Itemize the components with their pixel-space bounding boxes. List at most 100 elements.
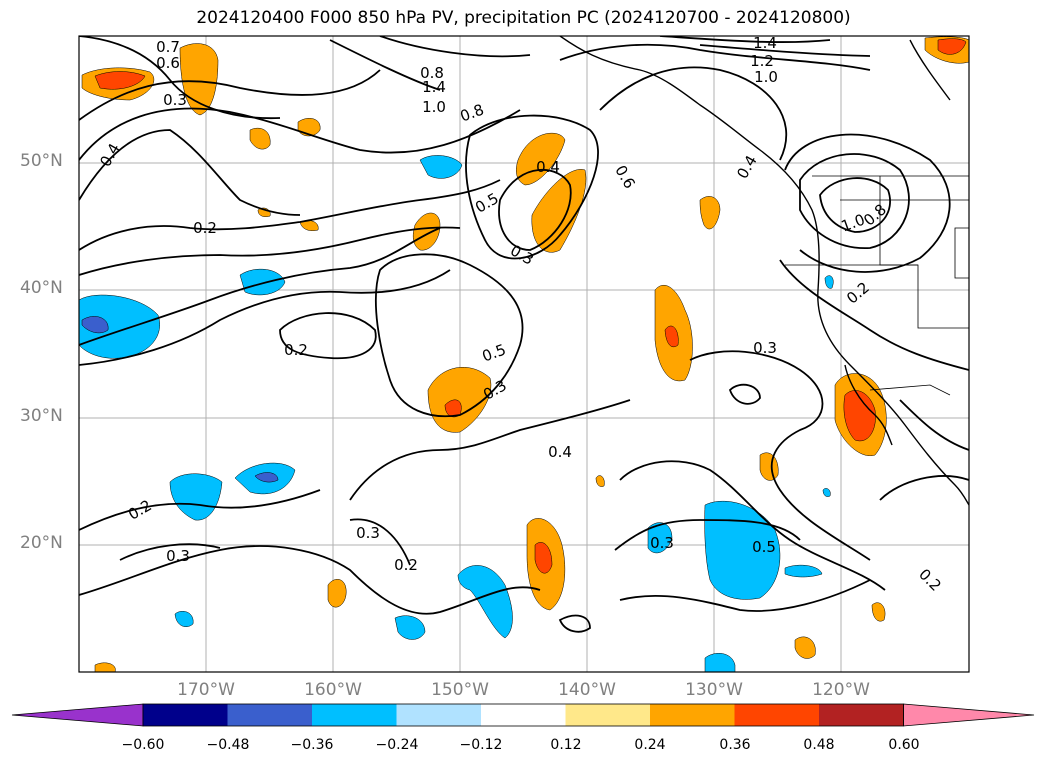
precip-negative-blob: [784, 564, 823, 578]
pv-contour: [79, 227, 441, 346]
colorbar-frame: [142, 703, 904, 727]
precip-negative-blob: [704, 501, 781, 600]
lon-label-160w: 160°W: [304, 680, 362, 700]
colorbar-segment: [650, 704, 735, 726]
colorbar: [11, 703, 1035, 727]
pv-contour: [559, 43, 871, 71]
contour-label: 1.4: [422, 78, 446, 96]
pv-contour: [79, 36, 281, 120]
pv-contour: [619, 460, 886, 591]
colorbar-extend-min: [11, 703, 144, 727]
precip-negative-blob: [824, 275, 834, 289]
map-title: 2024120400 F000 850 hPa PV, precipitatio…: [196, 8, 851, 28]
contour-label: 0.3: [650, 534, 674, 552]
lon-label-120w: 120°W: [812, 680, 870, 700]
pv-contour: [689, 350, 871, 561]
pv-contour: [374, 253, 524, 418]
precip-positive-blob: [327, 579, 347, 608]
pv-contour: [879, 475, 969, 501]
colorbar-segment: [312, 704, 397, 726]
contour-label: 1.4: [753, 34, 777, 52]
pv-contour: [79, 179, 501, 251]
precip-positive-blob: [595, 475, 605, 487]
contour-label: 0.2: [394, 556, 418, 574]
colorbar-segment: [143, 704, 228, 726]
pv-contour: [784, 133, 951, 273]
pv-contour: [79, 69, 381, 121]
precip-negative-blob: [457, 565, 513, 639]
contour-label: 0.5: [752, 538, 776, 556]
pv-contours: [79, 36, 969, 633]
pv-contour: [349, 518, 411, 566]
pv-contour: [614, 519, 801, 551]
lat-label-50n: 50°N: [20, 151, 63, 171]
contour-label: 1.0: [422, 98, 446, 116]
precip-positive-blob: [94, 662, 116, 672]
contour-label: 0.2: [193, 219, 217, 237]
precip-positive-blob: [412, 212, 441, 251]
colorbar-tick: −0.60: [121, 737, 165, 753]
gridlines: [79, 36, 969, 672]
colorbar-extend-max: [903, 703, 1035, 727]
colorbar-tick: −0.12: [459, 737, 503, 753]
contour-label: 1.0: [754, 68, 778, 86]
lat-label-20n: 20°N: [20, 533, 63, 553]
colorbar-tick: −0.48: [206, 737, 250, 753]
precip-positive-blob: [699, 196, 721, 230]
precip-negative-blob: [419, 155, 463, 179]
precip-positive-blob: [297, 118, 321, 137]
pv-contour: [498, 168, 572, 251]
colorbar-tick: 0.48: [803, 737, 835, 753]
contour-label: 0.4: [536, 158, 560, 176]
pv-contour: [79, 545, 541, 615]
pv-contour: [349, 399, 631, 501]
precip-positive-blob: [249, 127, 271, 150]
colorbar-segment: [734, 704, 820, 726]
contour-label: 0.3: [166, 547, 190, 565]
colorbar-tick: −0.24: [375, 737, 419, 753]
contour-label: 0.3: [163, 91, 187, 109]
precip-positive-blob: [759, 452, 779, 481]
precip-negative-blob: [239, 268, 286, 296]
precip-positive-blob: [794, 636, 816, 659]
precip-positive-blob: [843, 390, 876, 442]
colorbar-segment: [565, 704, 651, 726]
precip-positive-blob: [937, 38, 967, 55]
pv-contour: [119, 543, 221, 561]
contour-label: 0.2: [284, 341, 308, 359]
precip-negative-blob: [704, 653, 736, 672]
contour-label: 0.4: [548, 443, 572, 461]
pv-contour: [465, 114, 599, 260]
precip-positive-blob: [94, 71, 146, 90]
contour-label: 0.7: [156, 38, 180, 56]
lon-label-140w: 140°W: [558, 680, 616, 700]
pv-contour: [899, 399, 969, 451]
precip-negative-blob: [81, 316, 109, 334]
precip-negative-blob: [822, 488, 831, 497]
pv-contour: [659, 36, 831, 43]
pv-contour: [79, 489, 321, 531]
lon-label-130w: 130°W: [685, 680, 743, 700]
plot-area: [79, 36, 969, 672]
lon-label-170w: 170°W: [177, 680, 235, 700]
lat-label-30n: 30°N: [20, 406, 63, 426]
precip-negative-blob: [254, 472, 279, 483]
colorbar-tick: −0.36: [290, 737, 334, 753]
pv-contour: [558, 614, 591, 633]
pv-contour: [79, 129, 301, 216]
contour-label: 0.8: [420, 64, 444, 82]
colorbar-tick: 0.12: [550, 737, 582, 753]
lat-label-40n: 40°N: [20, 278, 63, 298]
plot-frame: [78, 35, 970, 673]
pv-contour: [779, 259, 969, 371]
lon-label-150w: 150°W: [431, 680, 489, 700]
colorbar-tick: 0.36: [719, 737, 751, 753]
coastline: [559, 36, 969, 506]
pv-contour: [699, 44, 871, 57]
pv-contour: [329, 39, 441, 91]
pv-contour: [379, 36, 531, 58]
colorbar-segment: [481, 704, 566, 726]
precip-positive-blob: [871, 602, 886, 622]
colorbar-tick: 0.60: [888, 737, 920, 753]
